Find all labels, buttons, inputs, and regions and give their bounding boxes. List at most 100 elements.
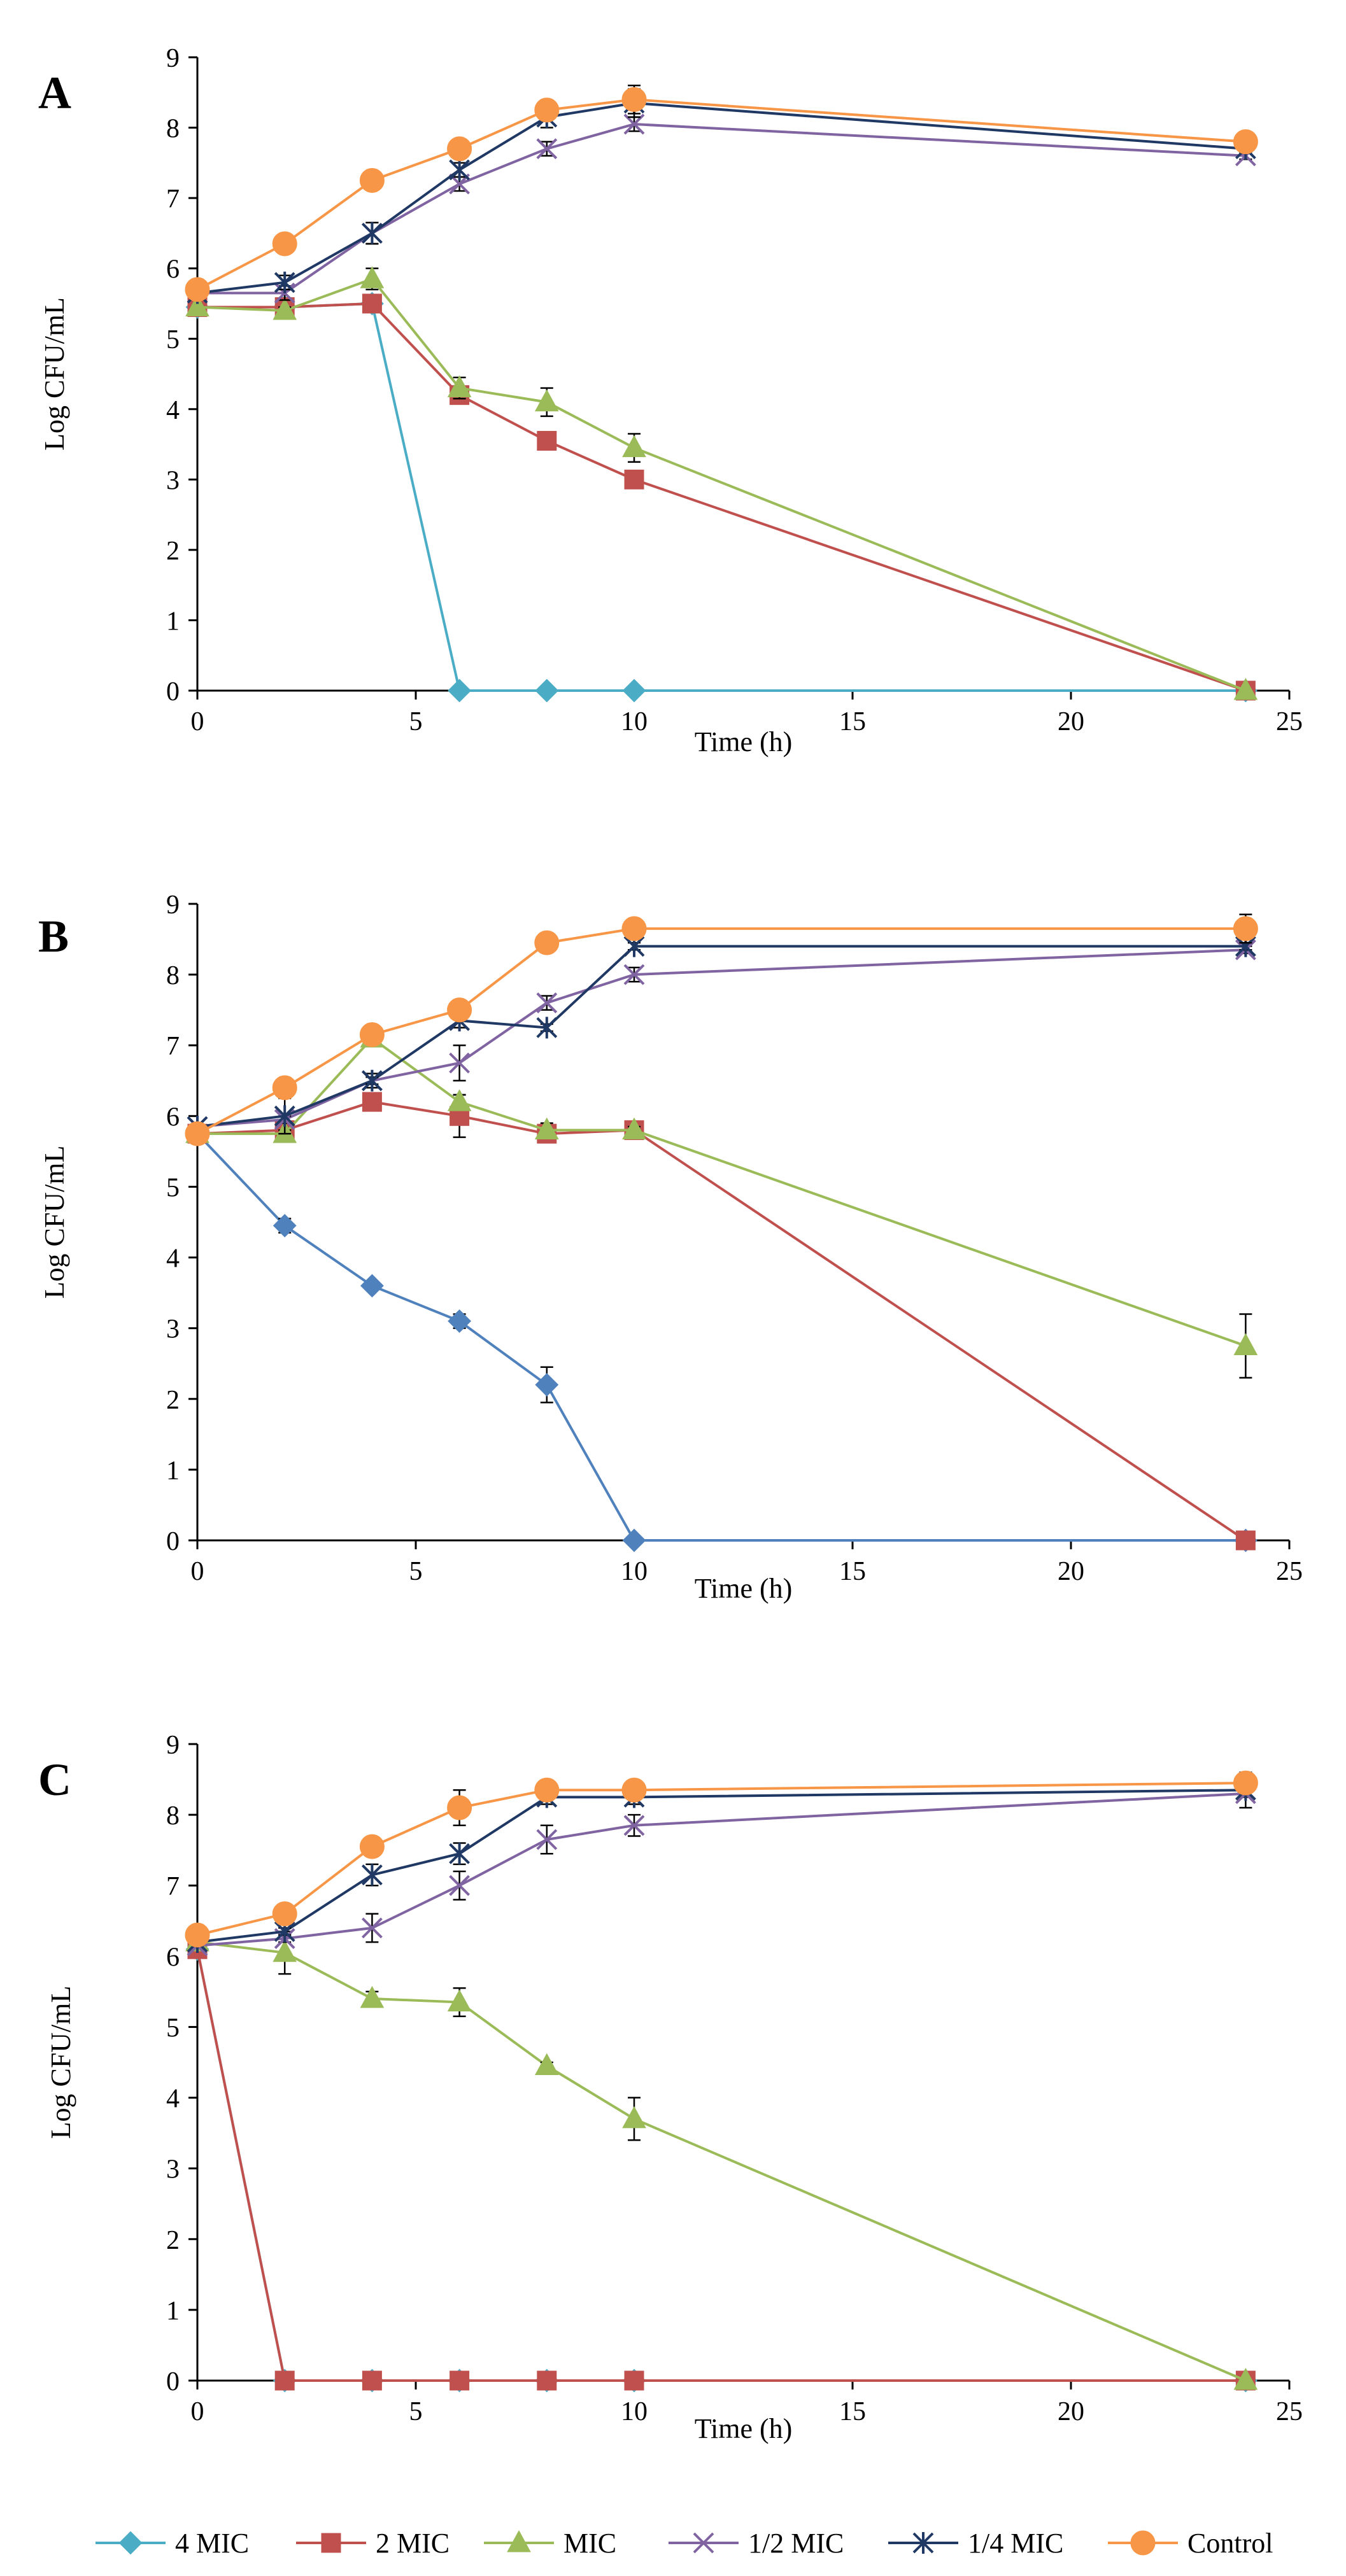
legend-item-1-4-mic: 1/4 MIC bbox=[888, 2528, 1063, 2559]
panel-a-series-1-2-mic-point bbox=[536, 138, 558, 160]
legend-1-2-mic-label: 1/2 MIC bbox=[748, 2528, 844, 2559]
panel-b-series-2-mic-point bbox=[1235, 1530, 1256, 1551]
panel-a-y-tick-label: 2 bbox=[166, 537, 180, 566]
panel-b-x-tick-label: 25 bbox=[1276, 1557, 1303, 1586]
panel-a-series-2-mic-point bbox=[537, 431, 557, 451]
panel-b-y-tick-label: 4 bbox=[166, 1244, 180, 1274]
panel-c-series-mic-point bbox=[273, 1939, 297, 1962]
panel-c-y-tick-label: 8 bbox=[166, 1801, 180, 1831]
panel-c-series-control-point bbox=[534, 1777, 560, 1803]
panel-c-y-tick-label: 9 bbox=[166, 1731, 180, 1760]
panel-a-series-control-point bbox=[447, 136, 472, 162]
panel-b-series-control bbox=[185, 913, 1258, 1146]
panel-a-x-tick-label: 10 bbox=[621, 707, 648, 736]
panel-b-series-mic bbox=[185, 1025, 1258, 1379]
panel-b-y-tick-label: 5 bbox=[166, 1173, 180, 1202]
legend-4-mic-marker bbox=[118, 2531, 143, 2555]
panel-b-series-4-mic-point bbox=[535, 1373, 559, 1397]
panel-c-series-1-2-mic-point bbox=[623, 1815, 645, 1836]
panel-c-series-control-point bbox=[185, 1922, 210, 1948]
panel-c-series-mic bbox=[185, 1929, 1258, 2390]
panel-a-y-axis-title: Log CFU/mL bbox=[39, 297, 70, 451]
panel-c-y-tick-label: 2 bbox=[166, 2226, 180, 2255]
panel-b-series-1-2-mic-point bbox=[449, 1052, 471, 1074]
panel-c-series-2-mic-point bbox=[362, 2370, 382, 2391]
panel-b-y-axis-title: Log CFU/mL bbox=[39, 1146, 70, 1299]
panel-c-series-1-2-mic bbox=[187, 1783, 1256, 1957]
panel-b-series-1-4-mic bbox=[187, 935, 1256, 1137]
panel-c-series-2-mic-point bbox=[450, 2370, 470, 2391]
legend-mic-label: MIC bbox=[563, 2528, 616, 2559]
panel-c-y-tick-label: 5 bbox=[166, 2013, 180, 2043]
panel-a-series-mic bbox=[185, 266, 1258, 700]
panel-a-chart: A 0 1 2 3 4 5 6 7 8 9 0 5 10 15 20 25 Time (h) Log CFU/mL bbox=[38, 44, 1303, 757]
legend-2-mic-label: 2 MIC bbox=[376, 2528, 450, 2559]
panel-a-series-control-point bbox=[272, 231, 297, 257]
panel-a-y-tick-label: 9 bbox=[166, 44, 180, 73]
panel-a-x-tick-label: 5 bbox=[409, 707, 423, 736]
panel-b-letter: B bbox=[38, 911, 69, 962]
panel-a-series-1-2-mic-line bbox=[197, 123, 1246, 295]
panel-a-series-2-mic-point bbox=[624, 469, 644, 489]
panel-a-series-control-point bbox=[1233, 129, 1258, 155]
panel-a-x-tick-label: 15 bbox=[839, 707, 866, 736]
panel-b-series-mic-point bbox=[534, 1117, 559, 1140]
panel-a-series-4-mic-point bbox=[535, 679, 559, 703]
panel-a-y-tick-label: 6 bbox=[166, 255, 180, 285]
panel-a-series-1-2-mic bbox=[187, 113, 1256, 304]
panel-b-series-4-mic-point bbox=[622, 1528, 646, 1552]
panel-a-series-mic-point bbox=[360, 266, 385, 288]
panel-a-y-tick-label: 8 bbox=[166, 115, 180, 144]
panel-c-series-control-point bbox=[1233, 1770, 1258, 1796]
panel-b-series-control-line bbox=[197, 927, 1246, 1135]
panel-a-y-tick-label: 0 bbox=[166, 677, 180, 707]
panel-b-series-mic-point bbox=[447, 1089, 472, 1111]
panel-c-y-axis-title: Log CFU/mL bbox=[45, 1986, 76, 2139]
panel-a-series-control-point bbox=[359, 167, 385, 193]
panel-b-series-1-4-mic-point bbox=[536, 1017, 558, 1039]
panel-c-letter: C bbox=[38, 1754, 71, 1805]
panel-c-y-tick-label: 3 bbox=[166, 2155, 180, 2185]
legend-control-label: Control bbox=[1187, 2528, 1273, 2559]
panel-c-series-mic-point bbox=[447, 1989, 472, 2012]
panel-a-y-tick-label: 4 bbox=[166, 396, 180, 425]
panel-a-series-control-point bbox=[534, 97, 560, 123]
panel-c-series-1-2-mic-point bbox=[361, 1917, 383, 1939]
panel-b-x-axis-title: Time (h) bbox=[695, 1573, 793, 1604]
panel-a-series-control-point bbox=[185, 277, 210, 302]
panel-b-y-tick-label: 3 bbox=[166, 1315, 180, 1344]
panel-b-series-1-4-mic-point bbox=[361, 1069, 383, 1092]
legend-item-4-mic: 4 MIC bbox=[96, 2528, 249, 2559]
panel-c-series-mic-line bbox=[197, 1941, 1247, 2382]
panel-c-series-control-point bbox=[621, 1777, 647, 1803]
panel-a-series-control bbox=[185, 84, 1258, 302]
panel-a-series-2-mic bbox=[187, 293, 1256, 701]
panel-b-y-tick-label: 9 bbox=[166, 890, 180, 920]
panel-a-x-tick-label: 20 bbox=[1058, 707, 1084, 736]
panel-b-series-control-point bbox=[1233, 916, 1258, 941]
panel-a-series-4-mic-line bbox=[197, 302, 1246, 692]
panel-c-series-control-point bbox=[447, 1795, 472, 1820]
panel-b-y-tick-label: 1 bbox=[166, 1456, 180, 1486]
panel-a-series-2-mic-point bbox=[362, 293, 382, 314]
panel-b-series-control-point bbox=[534, 930, 560, 955]
panel-a-series-4-mic-point bbox=[448, 679, 472, 703]
panel-b-series-1-4-mic-point bbox=[274, 1105, 295, 1127]
panel-a-letter: A bbox=[38, 67, 71, 118]
panel-b-series-4-mic bbox=[185, 1122, 1257, 1552]
panel-c-series-control-point bbox=[359, 1834, 385, 1859]
panel-a-series-mic-line bbox=[197, 277, 1247, 692]
panel-b-series-control-point bbox=[272, 1075, 297, 1101]
panel-a-y-tick-label: 1 bbox=[166, 607, 180, 636]
panel-b-series-mic-line bbox=[197, 1036, 1247, 1348]
panel-b-series-4-mic-point bbox=[273, 1214, 297, 1237]
panel-c-chart: C 0 1 2 3 4 5 6 7 8 9 0 5 10 15 20 25 Time (h) Log CFU/mL bbox=[38, 1731, 1303, 2444]
panel-a-y-tick-label: 7 bbox=[166, 185, 180, 214]
panel-a-x-tick-label: 0 bbox=[191, 707, 204, 736]
panel-c-x-axis-title: Time (h) bbox=[695, 2413, 793, 2444]
panel-c-series-mic-point bbox=[1233, 2367, 1258, 2390]
panel-c-series-2-mic-line bbox=[196, 1948, 1246, 2382]
panel-a-series-mic-point bbox=[534, 389, 559, 412]
legend-item-mic: MIC bbox=[484, 2528, 616, 2559]
